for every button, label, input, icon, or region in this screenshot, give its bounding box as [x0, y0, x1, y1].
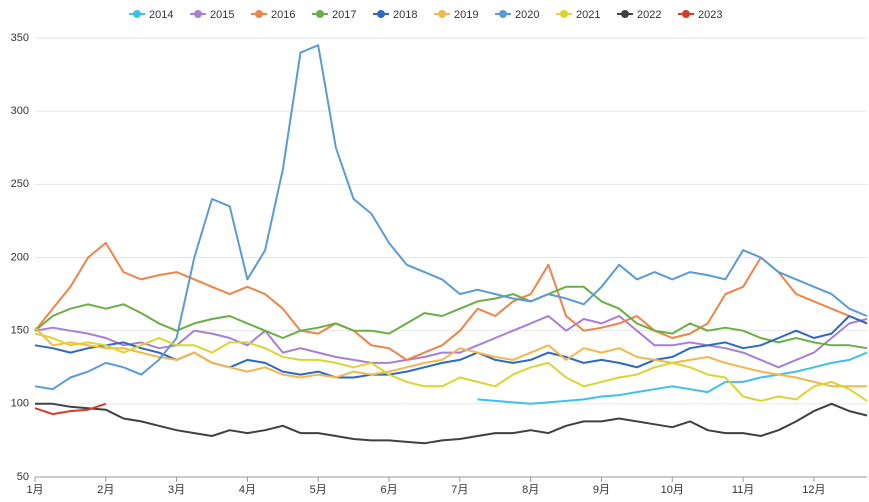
series-line	[34, 44, 868, 391]
x-tick-label: 4月	[239, 484, 256, 496]
series-line	[34, 315, 868, 369]
y-tick-label: 350	[11, 32, 29, 44]
x-tick-label: 9月	[593, 484, 610, 496]
legend-marker	[194, 10, 202, 18]
legend-label: 2017	[332, 9, 356, 21]
x-tick-label: 10月	[661, 484, 684, 496]
series-line	[34, 402, 107, 416]
x-tick-label: 1月	[26, 484, 43, 496]
x-tick-label: 6月	[380, 484, 397, 496]
y-tick-label: 100	[11, 398, 29, 410]
x-tick-label: 5月	[310, 484, 327, 496]
legend-marker	[438, 10, 446, 18]
legend-marker	[255, 10, 263, 18]
x-tick-label: 12月	[802, 484, 825, 496]
legend-marker	[621, 10, 629, 18]
legend-label: 2023	[698, 9, 722, 21]
legend-label: 2019	[454, 9, 478, 21]
legend-label: 2020	[515, 9, 539, 21]
legend-marker	[133, 10, 141, 18]
legend-label: 2018	[393, 9, 417, 21]
legend-marker	[560, 10, 568, 18]
x-tick-label: 11月	[732, 484, 754, 496]
series-line	[34, 285, 868, 350]
legend-marker	[377, 10, 385, 18]
series-line	[34, 315, 868, 379]
y-tick-label: 150	[11, 325, 29, 337]
legend-label: 2015	[210, 9, 234, 21]
x-tick-label: 7月	[451, 484, 468, 496]
legend-marker	[499, 10, 507, 18]
series-line	[477, 351, 868, 405]
legend-label: 2016	[271, 9, 295, 21]
legend-label: 2014	[149, 9, 173, 21]
series-line	[35, 402, 868, 445]
series-line	[34, 332, 868, 402]
legend-label: 2022	[637, 9, 661, 21]
x-tick-label: 3月	[168, 484, 185, 496]
series-line	[34, 241, 868, 361]
series-line	[34, 326, 867, 388]
y-tick-label: 300	[11, 105, 29, 117]
legend-marker	[682, 10, 690, 18]
y-tick-label: 50	[17, 471, 29, 483]
legend-label: 2021	[576, 9, 600, 21]
x-tick-label: 8月	[522, 484, 539, 496]
y-tick-label: 200	[11, 251, 29, 263]
legend-marker	[316, 10, 324, 18]
x-tick-label: 2月	[97, 484, 114, 496]
y-tick-label: 250	[11, 178, 29, 190]
